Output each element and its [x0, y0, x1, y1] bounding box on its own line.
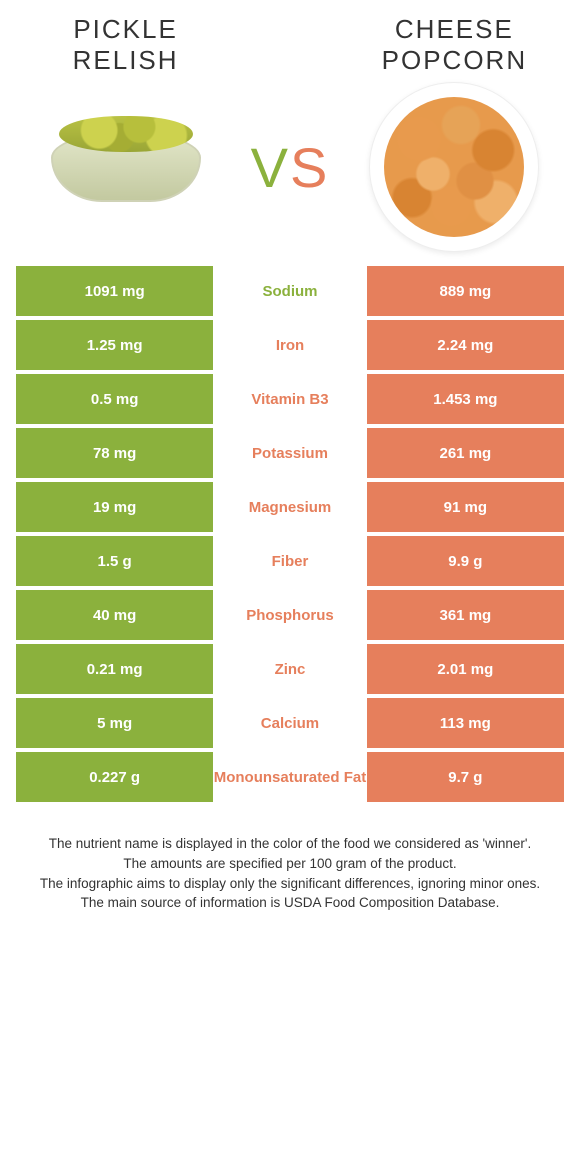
pickle-relish-icon — [51, 132, 201, 202]
cheese-popcorn-icon — [369, 82, 539, 252]
table-row: 78 mgPotassium261 mg — [16, 428, 564, 478]
right-value-cell: 889 mg — [367, 266, 564, 316]
vs-s: S — [290, 136, 329, 199]
left-value-cell: 78 mg — [16, 428, 213, 478]
left-value-cell: 1.25 mg — [16, 320, 213, 370]
right-value-cell: 91 mg — [367, 482, 564, 532]
table-row: 40 mgPhosphorus361 mg — [16, 590, 564, 640]
table-row: 0.5 mgVitamin B31.453 mg — [16, 374, 564, 424]
left-value-cell: 40 mg — [16, 590, 213, 640]
table-row: 1091 mgSodium889 mg — [16, 266, 564, 316]
right-food-title: CHEESE POPCORN — [345, 14, 564, 76]
left-value-cell: 0.21 mg — [16, 644, 213, 694]
nutrient-name-cell: Magnesium — [213, 482, 366, 532]
table-row: 1.25 mgIron2.24 mg — [16, 320, 564, 370]
right-value-cell: 1.453 mg — [367, 374, 564, 424]
left-value-cell: 1.5 g — [16, 536, 213, 586]
header-row: PICKLE RELISH CHEESE POPCORN — [16, 14, 564, 76]
right-value-cell: 261 mg — [367, 428, 564, 478]
nutrient-name-cell: Monounsaturated Fat — [213, 752, 366, 802]
nutrient-name-cell: Sodium — [213, 266, 366, 316]
right-value-cell: 2.24 mg — [367, 320, 564, 370]
left-value-cell: 19 mg — [16, 482, 213, 532]
table-row: 0.227 gMonounsaturated Fat9.7 g — [16, 752, 564, 802]
nutrient-table: 1091 mgSodium889 mg1.25 mgIron2.24 mg0.5… — [16, 262, 564, 806]
nutrient-name-cell: Potassium — [213, 428, 366, 478]
right-value-cell: 113 mg — [367, 698, 564, 748]
nutrient-name-cell: Phosphorus — [213, 590, 366, 640]
footer-notes: The nutrient name is displayed in the co… — [16, 834, 564, 912]
right-value-cell: 361 mg — [367, 590, 564, 640]
right-value-cell: 2.01 mg — [367, 644, 564, 694]
nutrient-name-cell: Iron — [213, 320, 366, 370]
footer-line-3: The infographic aims to display only the… — [22, 874, 558, 894]
footer-line-4: The main source of information is USDA F… — [22, 893, 558, 913]
left-value-cell: 1091 mg — [16, 266, 213, 316]
right-food-image — [345, 82, 564, 252]
nutrient-name-cell: Fiber — [213, 536, 366, 586]
vs-v: V — [251, 136, 290, 199]
left-food-title: PICKLE RELISH — [16, 14, 235, 76]
footer-line-2: The amounts are specified per 100 gram o… — [22, 854, 558, 874]
infographic-container: PICKLE RELISH CHEESE POPCORN VS 1091 mgS… — [0, 0, 580, 933]
right-value-cell: 9.9 g — [367, 536, 564, 586]
left-value-cell: 0.227 g — [16, 752, 213, 802]
table-row: 1.5 gFiber9.9 g — [16, 536, 564, 586]
vs-label: VS — [235, 135, 345, 200]
nutrient-name-cell: Vitamin B3 — [213, 374, 366, 424]
image-row: VS — [16, 82, 564, 252]
left-value-cell: 0.5 mg — [16, 374, 213, 424]
right-value-cell: 9.7 g — [367, 752, 564, 802]
table-row: 5 mgCalcium113 mg — [16, 698, 564, 748]
nutrient-name-cell: Calcium — [213, 698, 366, 748]
footer-line-1: The nutrient name is displayed in the co… — [22, 834, 558, 854]
left-value-cell: 5 mg — [16, 698, 213, 748]
nutrient-name-cell: Zinc — [213, 644, 366, 694]
left-food-image — [16, 82, 235, 252]
table-row: 0.21 mgZinc2.01 mg — [16, 644, 564, 694]
table-row: 19 mgMagnesium91 mg — [16, 482, 564, 532]
